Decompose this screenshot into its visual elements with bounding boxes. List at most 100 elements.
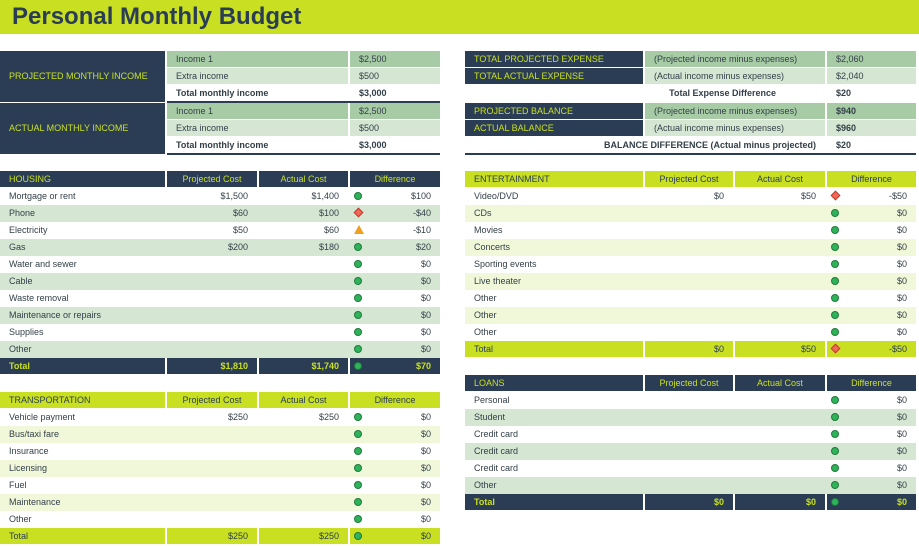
income-value[interactable]: $2,500 xyxy=(350,51,440,67)
projected-cost-cell[interactable]: $0 xyxy=(645,188,733,204)
projected-cost-cell[interactable] xyxy=(645,324,733,340)
cell-text: Credit card xyxy=(474,446,519,456)
actual-balance-value: $960 xyxy=(827,120,916,136)
projected-cost-cell[interactable]: $250 xyxy=(167,409,257,425)
actual-cost-cell[interactable] xyxy=(259,307,348,323)
actual-cost-cell[interactable] xyxy=(735,392,825,408)
income-value[interactable]: $500 xyxy=(350,68,440,84)
category-cell: Phone xyxy=(0,205,165,221)
status-ok-circle-icon xyxy=(354,311,362,319)
income-item[interactable]: Extra income xyxy=(167,120,348,136)
cell-text: Projected Cost xyxy=(182,395,242,405)
income-item[interactable]: Income 1 xyxy=(167,103,348,119)
projected-cost-cell[interactable] xyxy=(167,290,257,306)
actual-cost-cell[interactable]: $1,400 xyxy=(259,188,348,204)
projected-cost-cell[interactable] xyxy=(645,222,733,238)
income-item[interactable]: Extra income xyxy=(167,68,348,84)
total-actual-expense-value: $2,040 xyxy=(827,68,916,84)
projected-cost-cell[interactable] xyxy=(167,477,257,493)
cell-text: Gas xyxy=(9,242,26,252)
projected-cost-cell[interactable] xyxy=(167,494,257,510)
actual-cost-cell[interactable] xyxy=(735,222,825,238)
actual-cost-cell[interactable] xyxy=(259,256,348,272)
cell-text: Sporting events xyxy=(474,259,537,269)
actual-cost-cell[interactable]: $180 xyxy=(259,239,348,255)
actual-cost-cell[interactable] xyxy=(259,511,348,527)
projected-cost-cell[interactable] xyxy=(645,460,733,476)
actual-cost-cell[interactable] xyxy=(259,494,348,510)
income-value[interactable]: $2,500 xyxy=(350,103,440,119)
difference-cell: $0 xyxy=(827,256,916,272)
category-cell: LOANS xyxy=(465,375,643,391)
actual-cost-cell[interactable] xyxy=(735,477,825,493)
difference-cell: $0 xyxy=(350,341,440,357)
cell-text: $0 xyxy=(896,327,907,337)
actual-cost-cell: $50 xyxy=(735,341,825,357)
projected-cost-cell[interactable] xyxy=(167,460,257,476)
projected-cost-cell[interactable] xyxy=(645,409,733,425)
projected-cost-cell[interactable] xyxy=(645,477,733,493)
difference-cell: Difference xyxy=(827,171,916,187)
projected-cost-cell[interactable] xyxy=(645,426,733,442)
actual-cost-cell[interactable]: $250 xyxy=(259,409,348,425)
projected-cost-cell[interactable] xyxy=(645,205,733,221)
table-row: Water and sewer $0 xyxy=(0,256,440,273)
projected-cost-cell[interactable]: $1,500 xyxy=(167,188,257,204)
actual-cost-cell: $0 xyxy=(735,494,825,510)
projected-cost-cell[interactable] xyxy=(167,426,257,442)
projected-cost-cell[interactable] xyxy=(167,511,257,527)
actual-cost-cell[interactable] xyxy=(735,290,825,306)
projected-cost-cell[interactable] xyxy=(645,290,733,306)
projected-cost-cell[interactable] xyxy=(645,307,733,323)
status-ok-circle-icon xyxy=(831,209,839,217)
difference-cell: Difference xyxy=(827,375,916,391)
projected-cost-cell[interactable]: $200 xyxy=(167,239,257,255)
actual-cost-cell[interactable] xyxy=(735,426,825,442)
income-value[interactable]: $500 xyxy=(350,120,440,136)
actual-cost-cell[interactable] xyxy=(735,205,825,221)
cell-text: $50 xyxy=(232,225,248,235)
actual-cost-cell[interactable] xyxy=(735,409,825,425)
actual-cost-cell[interactable] xyxy=(259,324,348,340)
actual-cost-cell[interactable] xyxy=(735,239,825,255)
cell-text: $0 xyxy=(896,480,907,490)
projected-cost-cell[interactable] xyxy=(167,341,257,357)
actual-cost-cell[interactable]: $50 xyxy=(735,188,825,204)
actual-cost-cell[interactable] xyxy=(259,460,348,476)
difference-cell: $0 xyxy=(350,511,440,527)
actual-cost-cell[interactable]: $100 xyxy=(259,205,348,221)
projected-cost-cell[interactable] xyxy=(645,392,733,408)
projected-cost-cell[interactable] xyxy=(167,273,257,289)
projected-cost-cell[interactable]: $60 xyxy=(167,205,257,221)
actual-cost-cell[interactable] xyxy=(735,273,825,289)
projected-cost-cell[interactable] xyxy=(167,256,257,272)
projected-cost-cell[interactable] xyxy=(645,239,733,255)
actual-cost-cell[interactable] xyxy=(735,460,825,476)
actual-cost-cell[interactable] xyxy=(735,307,825,323)
actual-cost-cell[interactable] xyxy=(259,426,348,442)
projected-cost-cell[interactable] xyxy=(167,443,257,459)
projected-cost-cell[interactable] xyxy=(167,324,257,340)
actual-cost-cell[interactable] xyxy=(259,477,348,493)
actual-cost-cell: $1,740 xyxy=(259,358,348,374)
projected-cost-cell[interactable] xyxy=(167,307,257,323)
difference-cell: $0 xyxy=(827,409,916,425)
difference-cell: $0 xyxy=(827,290,916,306)
projected-cost-cell[interactable] xyxy=(645,256,733,272)
actual-cost-cell[interactable] xyxy=(259,290,348,306)
actual-cost-cell[interactable]: $60 xyxy=(259,222,348,238)
income-item[interactable]: Income 1 xyxy=(167,51,348,67)
difference-cell: $0 xyxy=(350,528,440,544)
actual-cost-cell[interactable] xyxy=(259,273,348,289)
projected-cost-cell[interactable] xyxy=(645,443,733,459)
actual-cost-cell[interactable] xyxy=(259,341,348,357)
actual-cost-cell[interactable] xyxy=(259,443,348,459)
actual-cost-cell[interactable] xyxy=(735,443,825,459)
actual-cost-cell[interactable] xyxy=(735,324,825,340)
category-cell: Other xyxy=(465,290,643,306)
actual-cost-cell[interactable] xyxy=(735,256,825,272)
projected-cost-cell[interactable]: $50 xyxy=(167,222,257,238)
cell-text: $200 xyxy=(227,242,248,252)
category-cell: Credit card xyxy=(465,460,643,476)
projected-cost-cell[interactable] xyxy=(645,273,733,289)
